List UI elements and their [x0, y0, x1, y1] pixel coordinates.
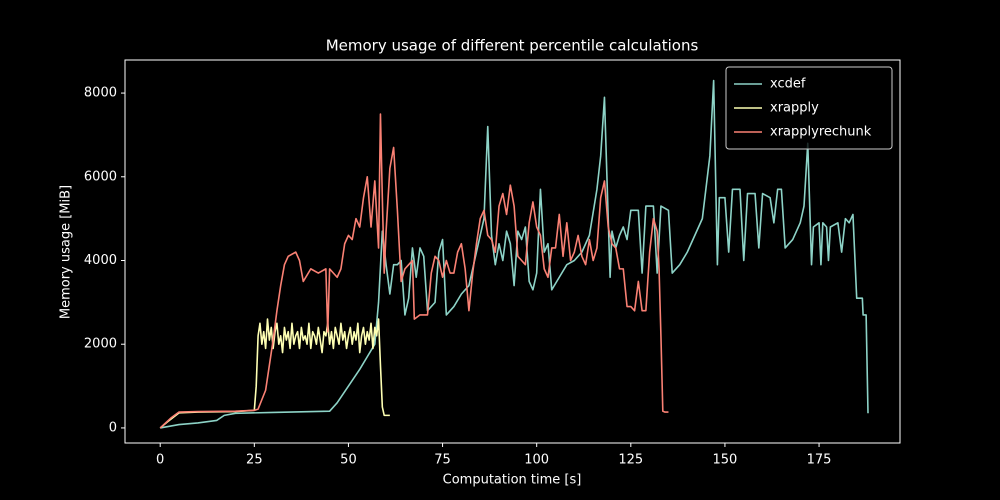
legend-label: xrapply	[770, 101, 819, 116]
y-tick-label: 6000	[84, 169, 117, 184]
y-tick-label: 8000	[84, 86, 117, 101]
plot-frame	[124, 59, 901, 444]
x-tick-label: 175	[807, 453, 832, 468]
x-tick-label: 100	[524, 453, 549, 468]
y-axis-label: Memory usage [MiB]	[59, 185, 74, 319]
data-line	[160, 79, 869, 429]
legend-box	[725, 66, 893, 150]
y-tick-label: 2000	[84, 337, 117, 352]
data-line	[159, 318, 390, 429]
x-tick-label: 150	[713, 453, 738, 468]
x-tick-label: 0	[156, 453, 164, 468]
x-tick-label: 25	[246, 453, 263, 468]
y-tick-label: 0	[109, 420, 117, 435]
y-tick-label: 4000	[84, 253, 117, 268]
legend-label: xrapplyrechunk	[770, 125, 872, 140]
x-tick-label: 50	[340, 453, 357, 468]
x-tick-label: 75	[434, 453, 451, 468]
legend-label: xcdef	[770, 77, 806, 92]
x-tick-label: 125	[618, 453, 643, 468]
chart-title: Memory usage of different percentile cal…	[326, 37, 699, 55]
x-axis-label: Computation time [s]	[443, 473, 582, 488]
data-line	[159, 113, 669, 429]
